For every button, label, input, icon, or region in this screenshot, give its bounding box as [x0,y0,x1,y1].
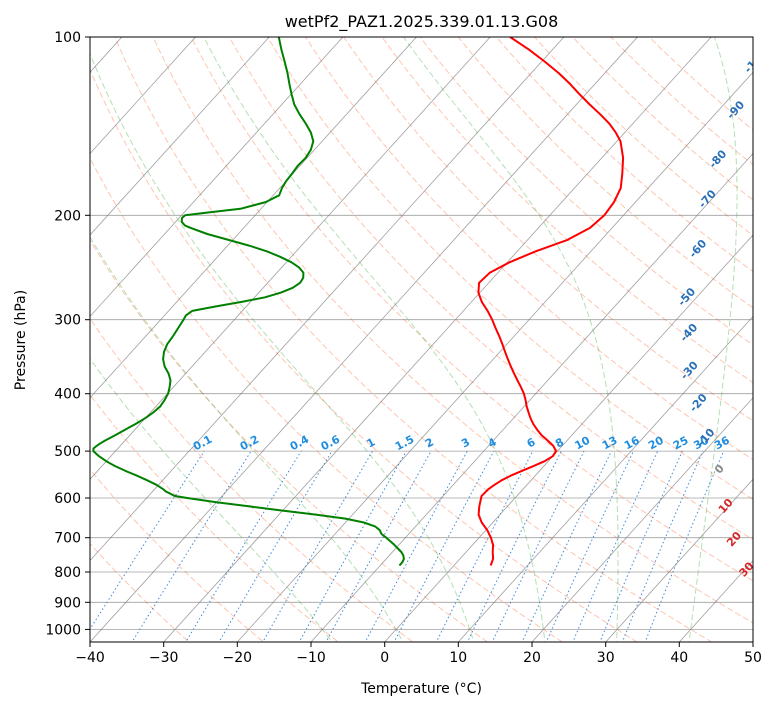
moist-adiabat [90,357,333,642]
dry-adiabat [228,37,753,541]
y-tick-label: 200 [54,208,81,224]
dry-adiabat [190,37,753,582]
x-tick-label: 10 [449,650,467,666]
moist-adiabat [90,235,404,642]
isotherm [531,397,753,642]
dry-adiabat [90,543,190,642]
isotherm [90,37,344,318]
isotherm [458,315,753,642]
mixing-ratio-line [599,450,683,642]
x-tick-label: 30 [597,650,615,666]
dry-adiabat [457,37,753,309]
mixing-ratio-label: 16 [622,434,642,453]
mixing-ratio-label: 13 [600,434,620,453]
isotherm [90,37,196,155]
x-tick-label: −10 [296,650,326,666]
mixing-ratio-line [572,450,659,642]
isotherm-label: -100 [742,46,770,75]
isotherm [605,478,753,642]
chart-title: wetPf2_PAZ1.2025.339.01.13.G08 [285,12,559,32]
y-tick-label: 400 [54,387,81,403]
y-tick-label: 600 [54,491,81,507]
x-tick-label: 50 [744,650,762,666]
mixing-ratio-line [90,450,205,631]
mixing-ratio-line [131,450,252,642]
isotherm [384,234,753,642]
mixing-ratio-line [491,450,585,642]
x-tick-label: 0 [380,650,389,666]
mixing-ratio-line [325,450,432,642]
x-tick-label: 20 [523,650,541,666]
dry-adiabat [152,37,753,624]
plot-area [90,37,753,642]
x-axis-label: Temperature (°C) [360,681,482,697]
isotherm [90,37,491,480]
mixing-ratio-line [298,450,407,642]
dry-adiabat [90,468,265,642]
y-tick-label: 500 [54,444,81,460]
y-tick-label: 700 [54,531,81,547]
isotherm [237,71,753,642]
profile-series [92,37,625,567]
x-tick-label: 40 [670,650,688,666]
mixing-ratio-line [185,450,302,642]
isotherm [310,152,753,642]
dry-adiabat [343,37,753,422]
dry-adiabat [381,37,753,384]
plot-frame [89,36,754,643]
dry-adiabat [114,37,713,642]
dry-adiabat [90,393,340,642]
y-tick-label: 1000 [45,622,81,638]
dry-adiabat [90,157,564,642]
mixing-ratio-line [435,450,534,642]
x-tick-label: −20 [223,650,253,666]
dry-adiabat [266,37,753,500]
moist-adiabat [203,37,546,642]
mixing-ratio-line [218,450,333,642]
isotherm [163,37,712,642]
background-lines [90,37,753,642]
moist-adiabat [688,37,738,642]
moist-adiabat [403,37,619,642]
x-tick-label: −30 [149,650,179,666]
mixing-ratio-label: 36 [712,434,732,453]
y-tick-label: 800 [54,565,81,581]
mixing-ratio-label: 30 [691,434,711,453]
dewpoint-profile-line [92,37,405,567]
x-tick-label: −40 [75,650,105,666]
y-tick-label: 100 [54,30,81,46]
dry-adiabat [90,239,489,642]
isotherm [90,37,638,642]
temperature-profile-line [477,37,625,566]
mixing-ratio-label: 10 [573,434,593,453]
isotherm [90,37,270,236]
isotherm [90,37,565,562]
moist-adiabat [90,52,475,642]
y-tick-label: 900 [54,595,81,611]
mixing-ratio-label: 25 [671,434,691,453]
isotherm [90,37,417,399]
y-axis-label: Pressure (hPa) [13,290,29,390]
mixing-ratio-line [466,450,562,642]
mixing-ratio-label: 20 [646,434,666,453]
y-tick-label: 300 [54,313,81,329]
axes: −40 −30 −20 −10 0 10 20 30 40 50 100 200 300 400 500 60… [45,30,762,666]
